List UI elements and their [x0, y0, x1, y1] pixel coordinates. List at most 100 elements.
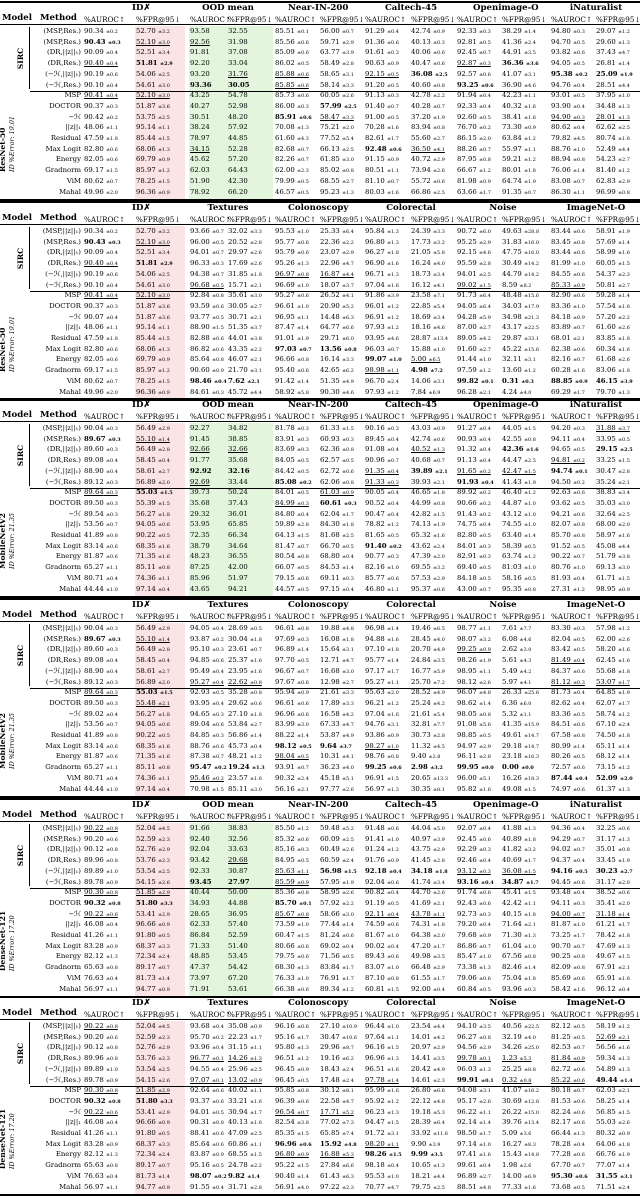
fpr-subheader: %FPR@95↓	[502, 215, 547, 224]
cell-std: ±2.8	[478, 261, 491, 268]
cell-value: 98.62	[457, 698, 477, 707]
cell-std: ±0.8	[523, 586, 536, 593]
cell-value: 90.22	[84, 824, 104, 832]
cell-std: ±2.1	[247, 378, 260, 385]
table-cell: 45.18 ±5.1	[320, 774, 354, 784]
table-cell: 44.44 ±1.0	[84, 585, 118, 595]
table-cell: 73.30 ±0.9	[502, 123, 536, 133]
table-cell: 97.04 ±1.6	[365, 710, 399, 720]
cell-value: 81.53	[551, 1096, 571, 1105]
cell-std: ±6.3	[341, 314, 354, 321]
cell-std: ±2.5	[249, 1066, 262, 1073]
model-name: MobileNetV2 ID %Error: 21.35	[0, 513, 16, 569]
cell-std: ±0.4	[572, 82, 585, 89]
cell-std: ±4.7	[341, 261, 354, 268]
method-name: Residual	[50, 531, 81, 539]
sirc-label: SIRC	[14, 423, 28, 487]
table-cell: 82.12 ±1.3	[84, 1150, 118, 1160]
cell-value: 96.07	[457, 688, 477, 697]
cell-value: 86.30	[551, 187, 571, 196]
cell-value: 95.10	[190, 645, 210, 654]
table-cell: 64.06 ±1.8	[596, 1140, 630, 1150]
cell-value: 95.27	[365, 677, 385, 686]
table-cell: 57.53 ±2.9	[411, 574, 445, 584]
cell-std: ±8.7	[341, 1045, 354, 1052]
cell-value: 95.17	[457, 1096, 477, 1105]
cell-std: ±3.0	[341, 157, 354, 164]
cell-std: ±1.0	[105, 868, 118, 875]
cell-value: 41.36	[502, 37, 522, 46]
cell-value: 99.82	[457, 376, 479, 385]
cell-value: 45.41	[502, 888, 522, 897]
cell-std: ±1.3	[617, 1066, 630, 1073]
table-cell: 30.47 ±2.8	[596, 467, 630, 477]
table-cell: 68.01 ±2.1	[551, 334, 585, 344]
cell-value: 16.68	[320, 666, 340, 675]
dataset-header: Colonoscopy	[288, 600, 349, 610]
cell-std: ±2.4	[386, 378, 399, 385]
cell-value: 85.32	[275, 834, 295, 843]
cell-value: 81.87	[551, 920, 571, 929]
method-name: (−ℋ,||z||₁)	[45, 1064, 81, 1073]
table-cell: 62.04 ±1.7	[320, 510, 354, 520]
table-cell: 35.68	[190, 499, 210, 508]
cell-value: 96.96	[365, 1054, 385, 1063]
cell-value: 49.63	[502, 227, 522, 235]
cell-value: 23.95	[228, 666, 248, 675]
cell-value: 89.89	[84, 1064, 104, 1073]
method-name: (−ℋ,||z||₁)	[45, 69, 81, 78]
cell-std: ±0.4	[105, 250, 118, 257]
table-cell: 62.00 ±2.6	[596, 635, 630, 645]
cell-std: ±0.7	[478, 586, 491, 593]
cell-value: 36.08	[502, 866, 522, 875]
cell-value: 91.93	[457, 477, 479, 486]
cell-value: 64.85	[596, 688, 616, 697]
table-cell: 58.65 ±3.1	[320, 70, 354, 80]
table-cell: 99.25 ±0.9	[457, 645, 491, 655]
table-cell: 20.52 ±2.8	[228, 238, 262, 248]
cell-value: 38.83	[596, 488, 616, 497]
cell-value: 89.05	[457, 334, 477, 342]
table-cell: 73.59 ±1.0	[275, 920, 309, 930]
fpr-subheader: %FPR@95↓	[320, 15, 365, 24]
table-cell: 33.21 ±1.6	[228, 1097, 262, 1107]
cell-std: ±16.0	[523, 239, 539, 246]
cell-value: 97.93	[365, 387, 385, 396]
cell-value: 92.00	[411, 984, 431, 993]
table-cell: 90.37 ±0.3	[84, 102, 118, 112]
table-cell: 36.95	[228, 910, 248, 919]
table-cell: 85.91 ±0.6	[275, 113, 312, 123]
table-cell: 25.33 ±6.4	[320, 227, 354, 237]
cell-value: 16.27	[502, 1139, 522, 1148]
cell-std: ±0.8	[211, 357, 224, 364]
cell-value: 52.10	[136, 37, 156, 46]
table-cell: 43.25	[190, 91, 210, 100]
cell-std: ±1.5	[386, 775, 399, 782]
cell-std: ±0.4	[105, 282, 118, 289]
cell-std: ±1.4	[341, 922, 354, 929]
cell-value: 92.45	[457, 834, 477, 843]
table-cell: 90.05 ±0.4	[365, 488, 399, 498]
table-cell: 82.72 ±0.6	[551, 1065, 585, 1075]
table-cell: 14.61 ±2.3	[411, 1076, 445, 1086]
cell-std: ±5.8	[296, 389, 309, 396]
cell-value: 94.76	[365, 720, 385, 729]
table-cell: 98.98 ±1.1	[365, 366, 399, 376]
cell-std: ±1.3	[617, 1056, 630, 1063]
model-header: Model	[2, 410, 32, 420]
cell-value: 96.16	[365, 1043, 385, 1052]
table-cell: 22.96 ±4.7	[320, 259, 354, 269]
cell-value: 55.10	[136, 634, 156, 643]
cell-std: ±0.9	[105, 1077, 118, 1084]
cell-value: 85.11	[136, 563, 156, 572]
table-cell: 59.48 ±5.2	[320, 824, 354, 834]
cell-value: 95.22	[275, 1161, 295, 1170]
cell-std: ±0.6	[296, 50, 309, 57]
cell-value: 68.37	[136, 941, 156, 950]
cell-std: ±0.3	[572, 626, 585, 632]
method-name: ViM	[66, 973, 81, 982]
table-cell: 66.07 ±0.5	[275, 563, 309, 573]
table-cell: 89.05 ±4.2	[457, 334, 491, 344]
method-name: Gradnorm	[45, 563, 81, 572]
table-cell: 40.89 ±1.8	[502, 835, 536, 845]
